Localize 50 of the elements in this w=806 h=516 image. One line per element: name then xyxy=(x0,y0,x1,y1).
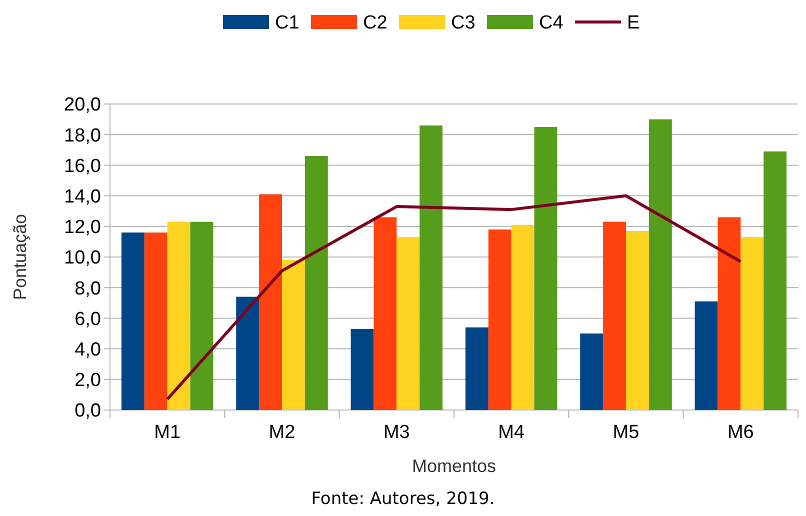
x-axis-title: Momentos xyxy=(412,456,496,476)
y-tick-label: 18,0 xyxy=(64,125,101,146)
x-tick-label: M2 xyxy=(268,422,296,443)
bar xyxy=(603,222,626,410)
bar xyxy=(259,194,282,410)
bar xyxy=(740,237,764,410)
bar xyxy=(580,334,604,410)
bar xyxy=(282,260,305,410)
bar xyxy=(488,229,512,410)
y-tick-label: 10,0 xyxy=(64,248,101,269)
y-tick-label: 14,0 xyxy=(64,186,101,208)
y-tick-label: 4,0 xyxy=(74,339,101,360)
x-tick-label: M4 xyxy=(498,422,525,443)
bar xyxy=(121,232,144,410)
x-tick-label: M6 xyxy=(727,422,754,443)
x-tick-label: M3 xyxy=(383,422,410,443)
bar xyxy=(350,328,374,410)
source-note: Fonte: Autores, 2019. xyxy=(311,489,495,509)
bar xyxy=(304,156,328,410)
bar xyxy=(420,125,443,410)
y-tick-label: 12,0 xyxy=(64,217,101,238)
x-tick-label: M1 xyxy=(154,422,181,443)
bar xyxy=(374,217,397,410)
legend-label: C1 xyxy=(275,12,300,34)
y-tick-label: 2,0 xyxy=(74,370,101,392)
y-tick-label: 8,0 xyxy=(74,278,101,300)
bar xyxy=(396,237,420,410)
y-tick-label: 0,0 xyxy=(74,400,101,422)
x-tick-label: M5 xyxy=(612,422,640,443)
bar xyxy=(167,222,190,410)
bar xyxy=(511,224,534,410)
bar xyxy=(534,126,558,410)
bar xyxy=(694,301,718,410)
bar xyxy=(648,119,672,410)
bar xyxy=(236,296,260,410)
y-tick-label: 20,0 xyxy=(64,94,101,116)
legend-label: C2 xyxy=(363,12,388,34)
bar xyxy=(764,151,787,410)
line-series xyxy=(166,194,742,401)
bar xyxy=(465,327,488,410)
bar xyxy=(190,222,214,410)
y-tick-label: 6,0 xyxy=(74,308,101,330)
bar xyxy=(626,230,649,410)
legend-label: C3 xyxy=(451,12,476,34)
y-axis-title: Pontuação xyxy=(10,214,30,300)
legend-label: E xyxy=(627,12,640,34)
bar xyxy=(144,232,168,410)
bar xyxy=(718,217,741,410)
y-tick-label: 16,0 xyxy=(64,156,101,177)
legend-label: C4 xyxy=(539,12,564,34)
